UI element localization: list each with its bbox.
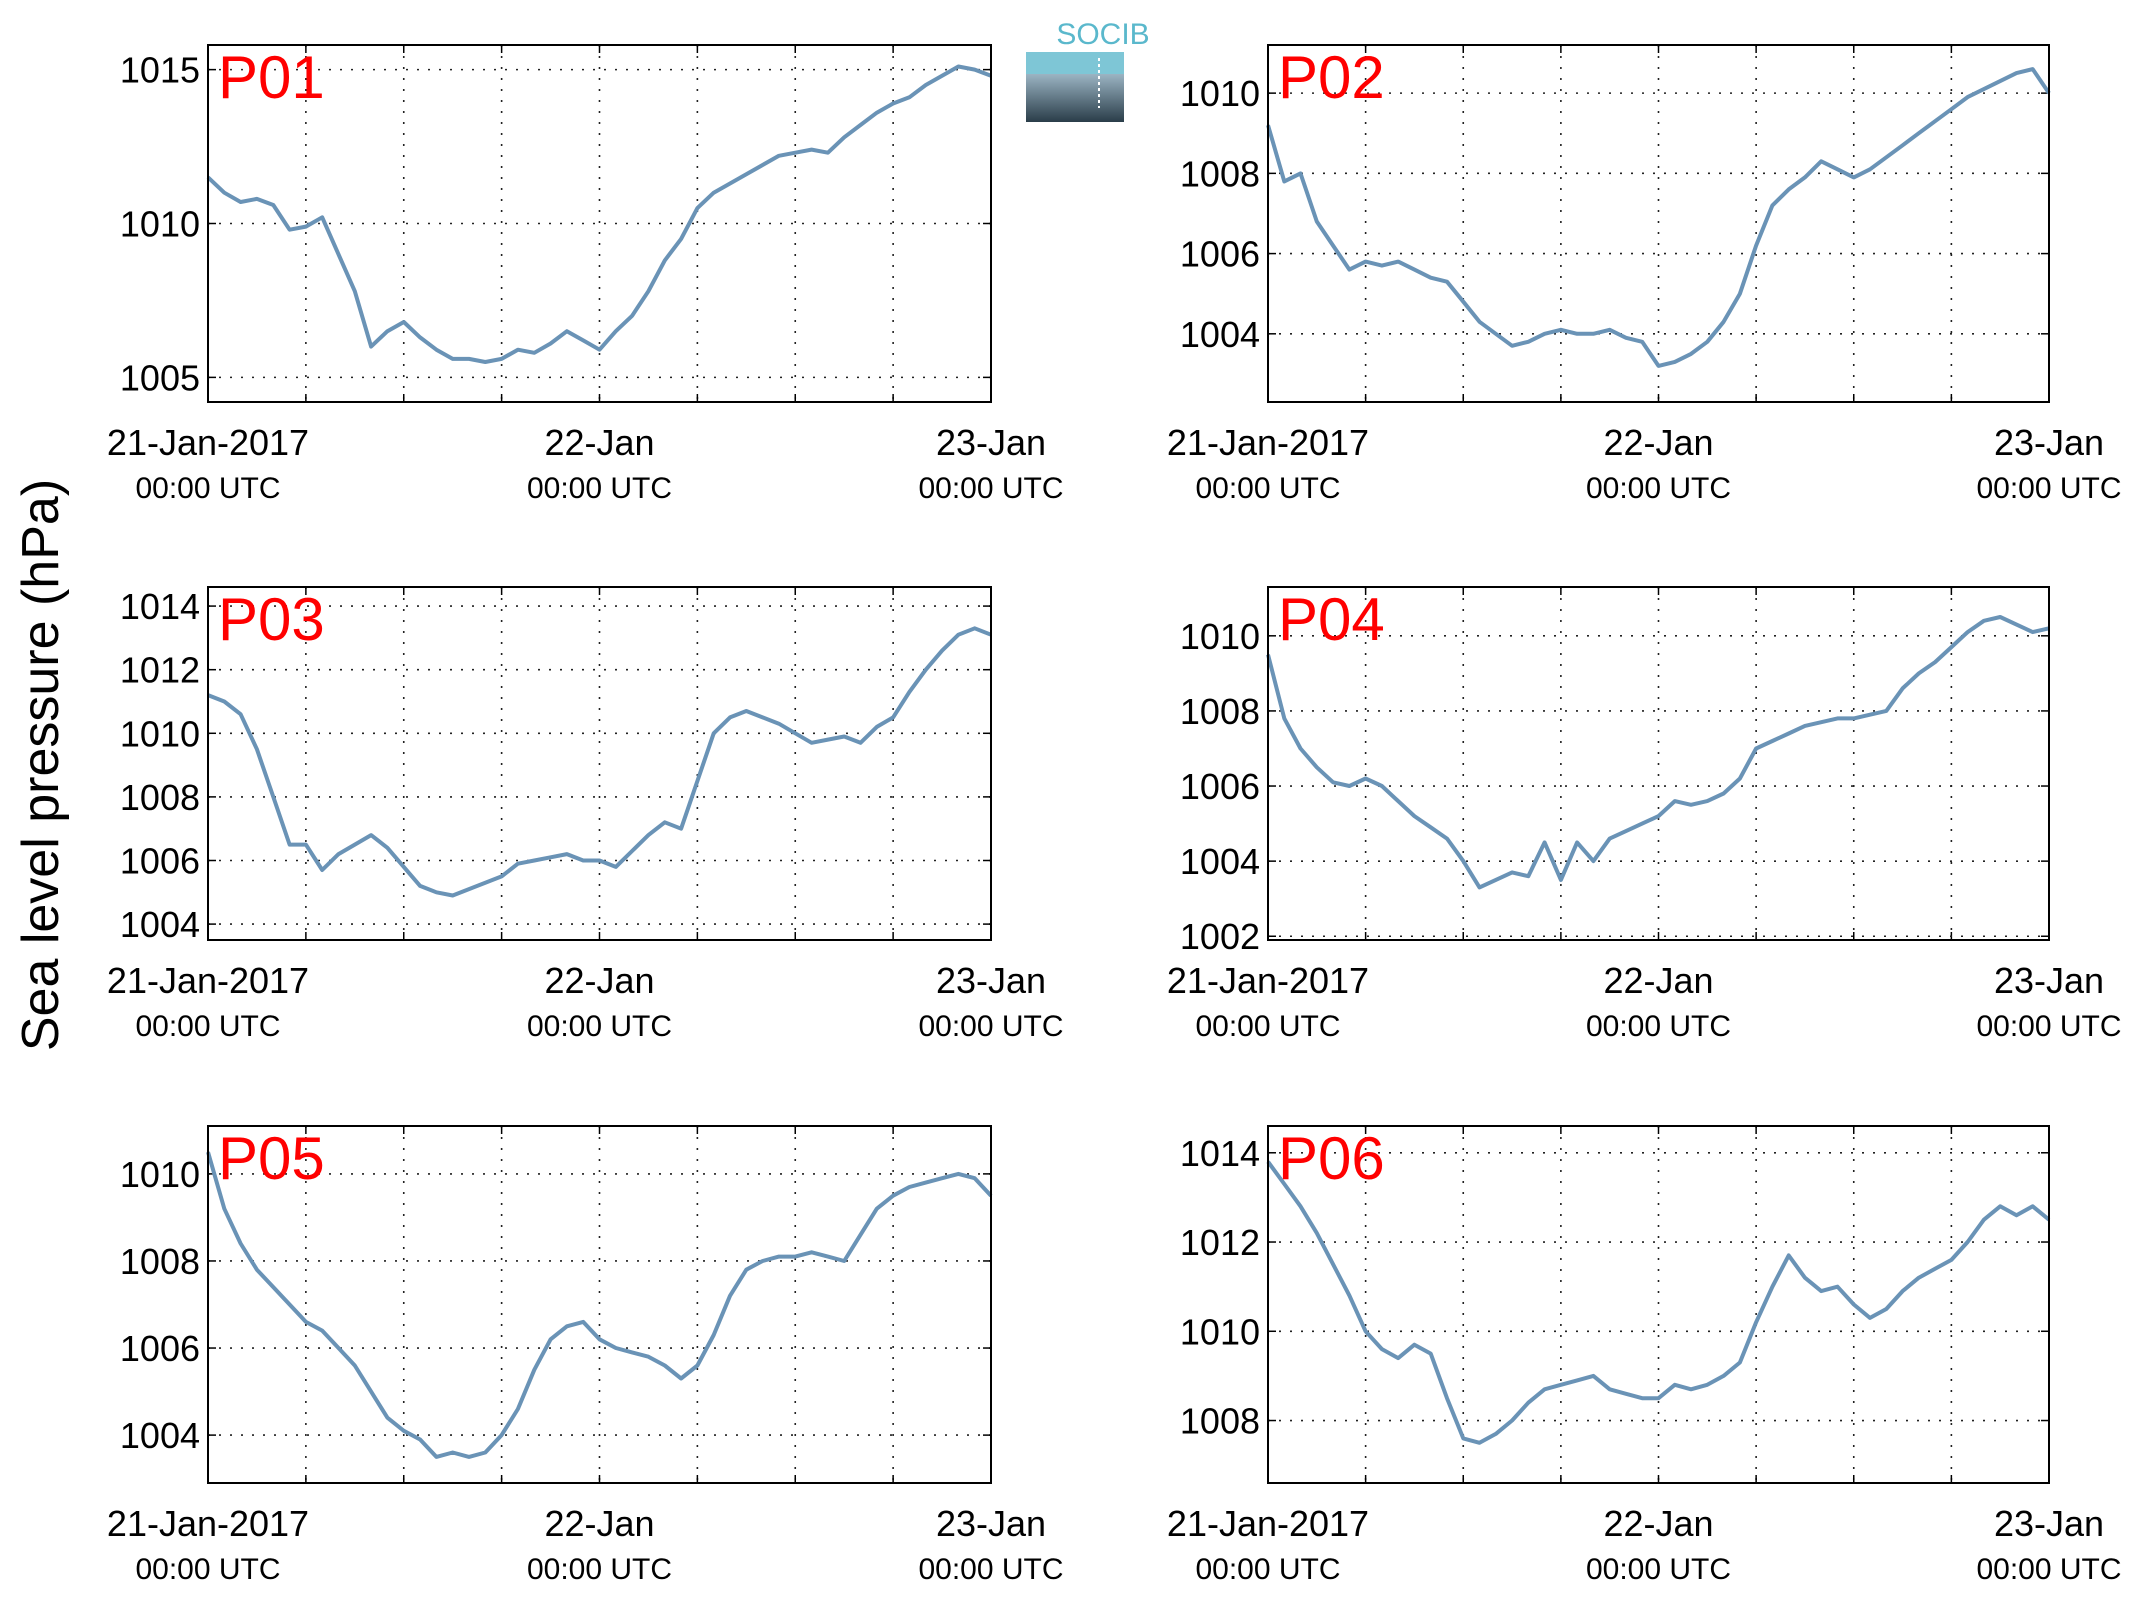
- y-tick-label: 1014: [1180, 1133, 1260, 1174]
- panel-label: P05: [218, 1125, 325, 1192]
- y-tick-label: 1004: [1180, 314, 1260, 355]
- y-tick-label: 1008: [1180, 691, 1260, 732]
- x-tick-label: 21-Jan-2017: [1167, 960, 1369, 1001]
- y-axis-label: Sea level pressure (hPa): [12, 479, 70, 1051]
- panel-label: P04: [1278, 586, 1385, 653]
- x-tick-sublabel: 00:00 UTC: [918, 1553, 1063, 1586]
- x-tick-label: 23-Jan: [936, 422, 1046, 463]
- x-tick-sublabel: 00:00 UTC: [1586, 1010, 1731, 1043]
- panel-p01: 1005 1010 1015 21-Jan-2017 00:00 UTC 22-Jan 00…: [107, 44, 1064, 505]
- panel-p05: 1004 1006 1008 1010 21-Jan-2017 00:00 UTC 22-J…: [107, 1125, 1064, 1586]
- logo-text: SOCIB: [1056, 18, 1149, 51]
- x-tick-label: 22-Jan: [1603, 960, 1713, 1001]
- x-tick-sublabel: 00:00 UTC: [135, 472, 280, 505]
- x-tick-label: 23-Jan: [936, 960, 1046, 1001]
- y-tick-label: 1014: [120, 586, 200, 627]
- y-tick-label: 1008: [120, 777, 200, 818]
- axes-box: [1267, 44, 2050, 403]
- x-tick-label: 21-Jan-2017: [107, 1503, 309, 1544]
- series-line: [1266, 1160, 2051, 1445]
- x-tick-label: 23-Jan: [936, 1503, 1046, 1544]
- y-tick-label: 1010: [120, 713, 200, 754]
- y-tick-label: 1006: [120, 840, 200, 881]
- socib-logo: SOCIB: [1026, 18, 1150, 122]
- y-tick-label: 1004: [120, 904, 200, 945]
- axes-box: [207, 44, 992, 403]
- x-tick-sublabel: 00:00 UTC: [1976, 1553, 2121, 1586]
- series-line: [207, 626, 992, 898]
- x-tick-sublabel: 00:00 UTC: [135, 1010, 280, 1043]
- x-tick-sublabel: 00:00 UTC: [1586, 1553, 1731, 1586]
- y-tick-label: 1010: [120, 1154, 200, 1195]
- x-tick-sublabel: 00:00 UTC: [1586, 472, 1731, 505]
- panel-label: P01: [218, 44, 325, 111]
- axes-box: [207, 1125, 992, 1484]
- x-tick-sublabel: 00:00 UTC: [918, 472, 1063, 505]
- x-tick-label: 22-Jan: [544, 1503, 654, 1544]
- panel-label: P02: [1278, 44, 1385, 111]
- x-tick-sublabel: 00:00 UTC: [918, 1010, 1063, 1043]
- x-tick-sublabel: 00:00 UTC: [1195, 472, 1340, 505]
- x-tick-sublabel: 00:00 UTC: [1976, 1010, 2121, 1043]
- y-tick-label: 1005: [120, 357, 200, 398]
- panel-p04: 1002 1004 1006 1008 1010 21-Jan-2017 00:00 UTC…: [1167, 586, 2122, 1043]
- x-tick-label: 23-Jan: [1994, 1503, 2104, 1544]
- y-tick-label: 1012: [1180, 1222, 1260, 1263]
- axes-box: [207, 586, 992, 941]
- x-tick-sublabel: 00:00 UTC: [527, 1010, 672, 1043]
- y-tick-label: 1004: [120, 1415, 200, 1456]
- panel-label: P03: [218, 586, 325, 653]
- panel-p03: 1004 1006 1008 1010 1012 1014 21-Jan-2017 00:00…: [107, 586, 1064, 1043]
- x-tick-label: 22-Jan: [1603, 1503, 1713, 1544]
- y-tick-label: 1010: [1180, 616, 1260, 657]
- x-tick-sublabel: 00:00 UTC: [527, 1553, 672, 1586]
- x-tick-label: 21-Jan-2017: [1167, 1503, 1369, 1544]
- series-line: [206, 1151, 993, 1459]
- series-line: [1266, 615, 2050, 890]
- x-tick-sublabel: 00:00 UTC: [1195, 1010, 1340, 1043]
- y-tick-label: 1008: [1180, 153, 1260, 194]
- x-tick-sublabel: 00:00 UTC: [527, 472, 672, 505]
- panel-label: P06: [1278, 1125, 1385, 1192]
- x-tick-sublabel: 00:00 UTC: [1976, 472, 2121, 505]
- x-tick-label: 23-Jan: [1994, 422, 2104, 463]
- y-tick-label: 1008: [120, 1241, 200, 1282]
- y-tick-label: 1002: [1180, 916, 1260, 957]
- panel-p06: 1008 1010 1012 1014 21-Jan-2017 00:00 UTC 22-J…: [1167, 1125, 2122, 1586]
- y-tick-label: 1010: [1180, 1311, 1260, 1352]
- y-tick-label: 1006: [1180, 234, 1260, 275]
- y-tick-label: 1010: [1180, 73, 1260, 114]
- y-tick-label: 1012: [120, 650, 200, 691]
- x-tick-label: 21-Jan-2017: [1167, 422, 1369, 463]
- series-line: [206, 64, 992, 364]
- x-tick-label: 22-Jan: [1603, 422, 1713, 463]
- x-tick-sublabel: 00:00 UTC: [135, 1553, 280, 1586]
- y-tick-label: 1010: [120, 204, 200, 245]
- x-tick-label: 21-Jan-2017: [107, 422, 309, 463]
- x-tick-label: 22-Jan: [544, 422, 654, 463]
- y-tick-label: 1004: [1180, 841, 1260, 882]
- y-tick-label: 1006: [1180, 766, 1260, 807]
- x-tick-label: 21-Jan-2017: [107, 960, 309, 1001]
- x-tick-label: 23-Jan: [1994, 960, 2104, 1001]
- x-tick-sublabel: 00:00 UTC: [1195, 1553, 1340, 1586]
- axes-box: [1267, 1125, 2050, 1484]
- y-tick-label: 1008: [1180, 1401, 1260, 1442]
- y-tick-label: 1015: [120, 50, 200, 91]
- series-line: [1266, 67, 2051, 368]
- panel-p02: 1004 1006 1008 1010 21-Jan-2017 00:00 UTC 22-J…: [1167, 44, 2122, 505]
- x-tick-label: 22-Jan: [544, 960, 654, 1001]
- y-tick-label: 1006: [120, 1328, 200, 1369]
- axes-box: [1267, 586, 2050, 941]
